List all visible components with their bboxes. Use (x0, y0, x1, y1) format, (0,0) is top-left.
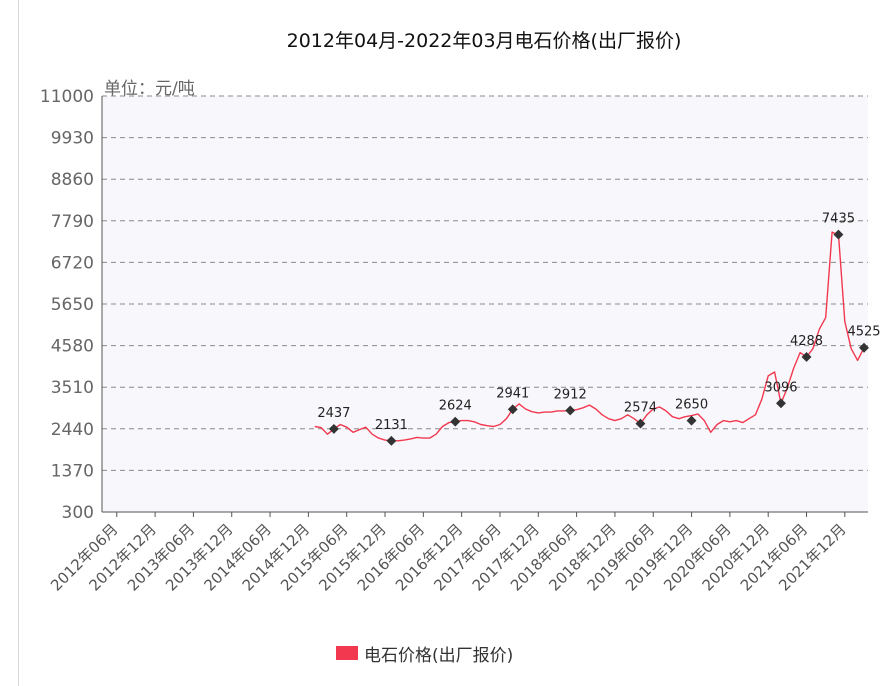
y-tick-label: 5650 (51, 295, 94, 315)
data-point-marker (686, 415, 697, 426)
y-axis-ticks: 300 1370 2440 3510 4580 5650 6720 7790 8860 9930 1… (40, 87, 94, 523)
page-left-rule (18, 0, 19, 686)
unit-label: 单位：元/吨 (104, 79, 195, 99)
y-tick-label: 300 (62, 503, 94, 523)
data-label: 4288 (790, 334, 823, 349)
y-tick-label: 1370 (51, 461, 94, 481)
axes (101, 96, 868, 513)
data-label: 3096 (764, 380, 797, 395)
data-label: 2574 (624, 401, 657, 416)
legend[interactable]: 电石价格(出厂报价) (336, 646, 513, 666)
data-point-marker (635, 418, 646, 429)
data-point-marker (450, 416, 461, 427)
data-point-marker (386, 435, 397, 446)
legend-swatch (336, 646, 358, 660)
data-label: 7435 (822, 212, 855, 227)
data-label: 2650 (675, 398, 708, 413)
y-tick-label: 3510 (51, 378, 94, 398)
data-label: 2437 (317, 406, 350, 421)
series-line (314, 231, 865, 442)
y-tick-label: 2440 (51, 420, 94, 440)
y-tick-label: 8860 (51, 170, 94, 190)
data-point-marker (801, 352, 812, 362)
grid-lines (102, 95, 868, 471)
data-point-marker (328, 423, 339, 434)
y-tick-label: 4580 (51, 337, 94, 357)
data-label: 2941 (496, 386, 529, 401)
y-tick-label: 11000 (40, 87, 94, 107)
data-point-marker (776, 398, 786, 409)
data-point-marker (565, 405, 576, 416)
x-axis-ticks: 2012年06月2012年12月2013年06月2013年12月2014年06月… (47, 512, 850, 595)
legend-label: 电石价格(出厂报价) (364, 646, 513, 666)
data-point-marker (833, 229, 844, 240)
data-label: 2131 (375, 418, 408, 433)
y-tick-label: 6720 (51, 253, 94, 273)
data-label: 2624 (439, 399, 472, 414)
y-tick-label: 9930 (51, 129, 94, 149)
series-layer: 2437 2131 2624 2941 2912 2574 2650 3096 4288 7435… (314, 212, 881, 446)
data-label: 2912 (554, 387, 587, 402)
y-tick-label: 7790 (51, 212, 94, 232)
data-label: 4525 (847, 325, 880, 340)
data-point-marker (507, 404, 518, 415)
chart-title: 2012年04月-2022年03月电石价格(出厂报价) (287, 30, 682, 52)
data-point-marker (859, 342, 869, 353)
